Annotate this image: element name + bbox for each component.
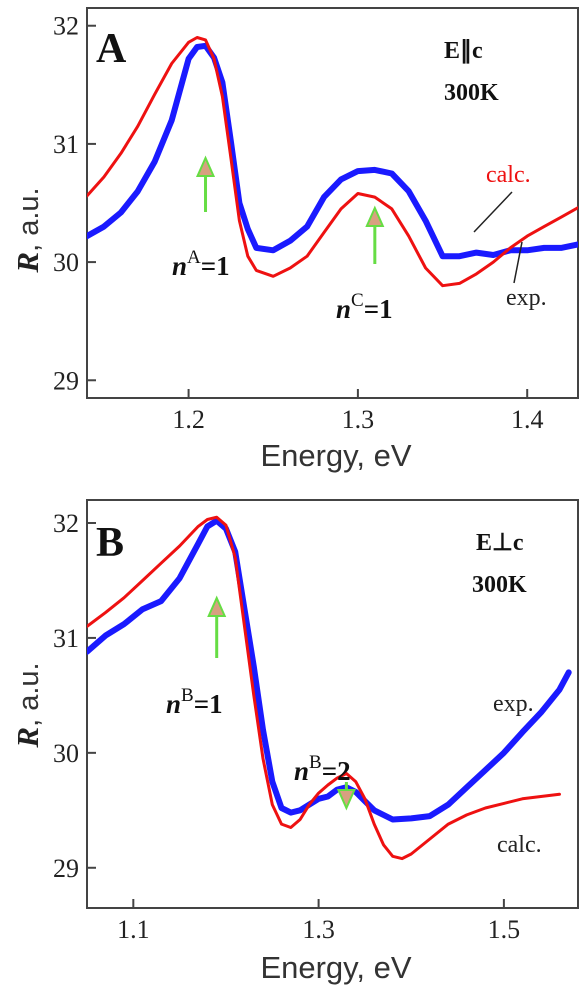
x-tick-label: 1.2 (172, 405, 205, 434)
plot-frame (86, 499, 579, 909)
polarization-label: E⊥c (476, 530, 524, 556)
x-tick-label: 1.1 (117, 915, 150, 944)
legend-label-calc: calc. (486, 162, 531, 188)
series-calc-line (87, 36, 578, 288)
peak-label: nB=2 (294, 752, 351, 786)
x-axis-title: Energy, eV (260, 950, 411, 985)
legend-leader-line (473, 191, 513, 233)
chart-panel-A: 1.2 1.3 1.4 29 30 31 32 A E∥c 300K Energy, eV R, a.… (10, 7, 579, 473)
panel-letter: A (96, 26, 127, 72)
y-tick-label: 31 (53, 130, 79, 159)
x-axis-title: Energy, eV (260, 438, 411, 473)
polarization-label: E∥c (444, 38, 483, 64)
plot-frame (86, 7, 579, 399)
series-calc-line (87, 515, 561, 861)
y-tick-label: 31 (53, 624, 79, 653)
y-axis-title: R, a.u. (10, 187, 45, 273)
y-tick-label: 29 (53, 366, 79, 395)
temperature-label: 300K (472, 572, 527, 598)
legend-leader-line (513, 241, 523, 284)
x-tick-label: 1.4 (511, 405, 544, 434)
peak-label: nA=1 (172, 247, 230, 281)
y-tick-label: 30 (53, 739, 79, 768)
peak-arrow-head (365, 205, 385, 227)
peak-arrow-head (336, 789, 356, 811)
legend-label-calc: calc. (497, 832, 542, 858)
peak-arrow-head (195, 155, 216, 177)
peak-label: nC=1 (336, 290, 393, 324)
panel-letter: B (96, 520, 124, 566)
temperature-label: 300K (444, 80, 499, 106)
y-tick-label: 29 (53, 854, 79, 883)
y-axis-title: R, a.u. (10, 662, 45, 748)
y-tick-label: 32 (53, 509, 79, 538)
legend-label-exp: exp. (493, 691, 534, 717)
peak-arrow-head (207, 595, 227, 617)
legend-label-exp: exp. (506, 285, 547, 311)
x-tick-label: 1.3 (342, 405, 375, 434)
y-tick-label: 30 (53, 248, 79, 277)
series-exp-line (87, 42, 578, 260)
chart-panel-B: 1.1 1.3 1.5 29 30 31 32 B E⊥c 300K Energy, eV R, a.… (10, 499, 579, 985)
peak-label: nB=1 (166, 685, 223, 719)
y-tick-label: 32 (53, 12, 79, 41)
x-tick-label: 1.3 (302, 915, 335, 944)
x-tick-label: 1.5 (488, 915, 521, 944)
